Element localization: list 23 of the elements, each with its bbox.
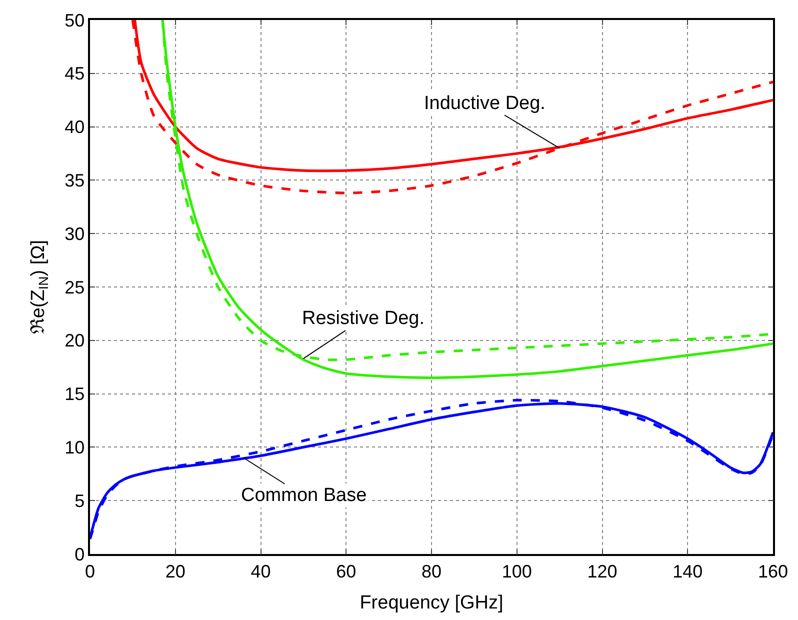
y-tick-label: 40 <box>64 117 85 138</box>
x-tick-label: 120 <box>587 561 618 582</box>
y-tick-label: 25 <box>64 277 85 298</box>
x-tick-label: 20 <box>165 561 186 582</box>
annotation: Resistive Deg. <box>302 308 424 329</box>
x-tick-label: 40 <box>250 561 271 582</box>
x-axis-title: Frequency [GHz] <box>360 592 504 614</box>
x-tick-label: 60 <box>336 561 356 582</box>
y-tick-label: 50 <box>64 10 85 30</box>
x-tick-label: 160 <box>758 561 788 582</box>
y-tick-label: 20 <box>64 330 85 351</box>
annotation: Inductive Deg. <box>424 93 546 114</box>
y-tick-label: 5 <box>74 490 85 511</box>
y-tick-label: 10 <box>64 438 85 458</box>
y-tick-label: 15 <box>64 384 85 404</box>
annotation: Common Base <box>241 485 367 506</box>
x-tick-label: 140 <box>672 561 703 582</box>
y-tick-label: 30 <box>64 224 85 244</box>
x-tick-label: 80 <box>421 561 442 582</box>
y-tick-label: 45 <box>64 64 85 84</box>
y-tick-label: 0 <box>74 544 85 564</box>
y-tick-label: 35 <box>64 170 85 190</box>
x-tick-label: 100 <box>502 561 532 582</box>
